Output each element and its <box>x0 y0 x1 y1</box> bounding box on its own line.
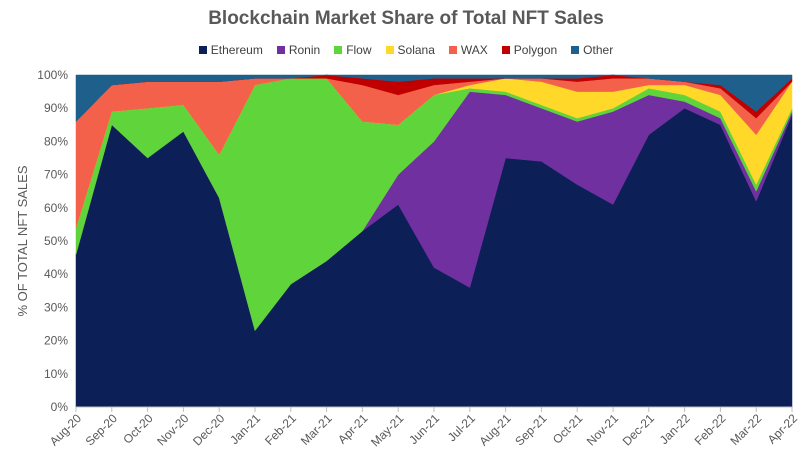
legend-label: WAX <box>460 43 488 57</box>
x-tick-label: Jan-21 <box>227 411 263 447</box>
x-tick-label: Apr-21 <box>335 411 371 447</box>
legend-swatch <box>385 46 394 54</box>
x-tick-label: Dec-21 <box>620 411 657 448</box>
legend-swatch <box>571 46 580 54</box>
y-tick-label: 80% <box>44 134 68 148</box>
x-tick-label: Nov-20 <box>154 411 191 448</box>
legend-label: Ronin <box>288 43 321 57</box>
legend-swatch <box>501 46 510 54</box>
y-tick-label: 30% <box>44 300 68 314</box>
x-tick-label: Oct-20 <box>120 411 156 447</box>
legend-item-wax: WAX <box>448 43 488 57</box>
y-tick-label: 40% <box>44 267 68 281</box>
legend-swatch <box>198 46 207 54</box>
y-tick-label: 10% <box>44 367 68 381</box>
x-tick-label: Mar-22 <box>728 411 765 448</box>
legend-label: Other <box>583 43 614 57</box>
chart-legend: Ethereum Ronin Flow Solana WAX Polygon Other <box>0 43 812 57</box>
legend-label: Flow <box>346 43 372 57</box>
x-tick-label: Apr-22 <box>765 411 801 447</box>
x-tick-label: Nov-21 <box>584 411 621 448</box>
legend-item-flow: Flow <box>334 43 372 57</box>
legend-label: Polygon <box>513 43 558 57</box>
x-tick-label: Mar-21 <box>298 411 335 448</box>
legend-item-polygon: Polygon <box>501 43 558 57</box>
chart-title: Blockchain Market Share of Total NFT Sal… <box>208 8 604 29</box>
x-tick-label: May-21 <box>368 411 406 449</box>
x-tick-label: Jun-21 <box>406 411 442 447</box>
y-axis-title: % OF TOTAL NFT SALES <box>15 165 30 316</box>
y-tick-label: 90% <box>44 101 68 115</box>
x-tick-label: Feb-22 <box>692 411 729 448</box>
x-tick-label: Jan-22 <box>657 411 693 447</box>
area-series-other <box>75 74 793 123</box>
legend-swatch <box>276 46 285 54</box>
y-tick-label: 60% <box>44 201 68 215</box>
x-tick-label: Dec-20 <box>190 411 227 448</box>
y-tick-label: 70% <box>44 168 68 182</box>
legend-item-solana: Solana <box>385 43 435 57</box>
x-tick-label: Sep-21 <box>512 411 549 448</box>
legend-swatch <box>334 46 343 54</box>
x-tick-label: Aug-21 <box>476 411 513 448</box>
legend-item-ethereum: Ethereum <box>198 43 263 57</box>
y-tick-label: 50% <box>44 234 68 248</box>
legend-item-other: Other <box>571 43 613 57</box>
y-tick-label: 0% <box>51 400 69 414</box>
x-tick-label: Feb-21 <box>262 411 299 448</box>
legend-label: Ethereum <box>210 43 263 57</box>
legend-swatch <box>448 46 457 54</box>
y-tick-label: 100% <box>37 68 68 82</box>
x-tick-label: Oct-21 <box>550 411 586 447</box>
x-tick-label: Jul-21 <box>445 411 478 444</box>
x-tick-label: Aug-20 <box>47 411 84 448</box>
y-tick-label: 20% <box>44 334 68 348</box>
legend-item-ronin: Ronin <box>276 43 321 57</box>
x-tick-label: Sep-20 <box>83 411 120 448</box>
legend-label: Solana <box>397 43 435 57</box>
